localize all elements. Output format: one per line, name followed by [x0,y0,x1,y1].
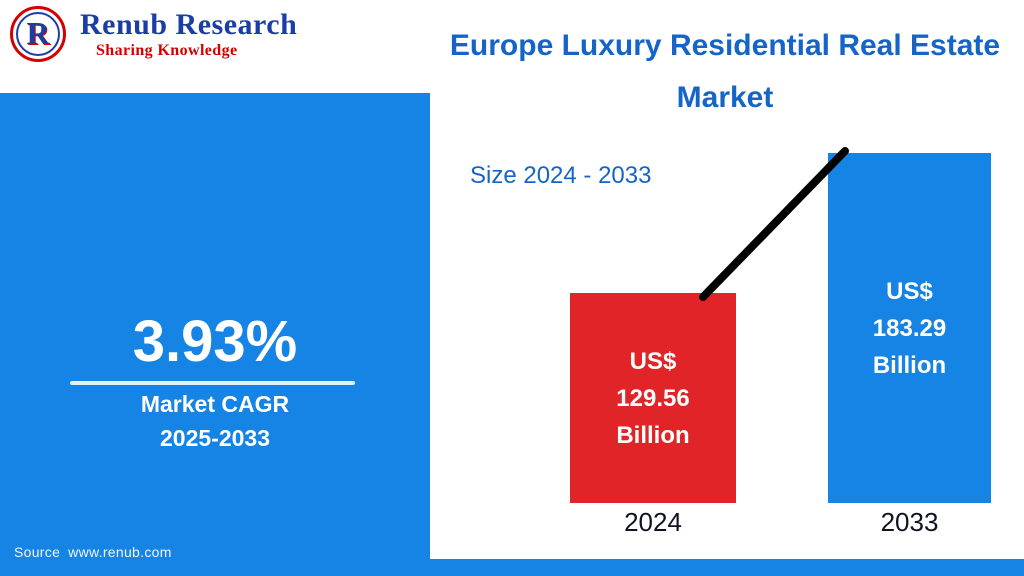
cagr-value: 3.93% [132,309,298,374]
brand-text: Renub Research Sharing Knowledge [80,6,297,60]
axis-label-2024: 2024 [624,507,682,537]
bar-2024-value-line: Billion [616,421,690,449]
cagr-panel: 3.93% Market CAGR 2025-2033 Source www.re… [0,93,430,576]
source-note: Source www.renub.com [14,544,172,560]
bar-2024: US$ 129.56 Billion [570,293,736,503]
cagr-label: Market CAGR [140,391,290,417]
bottom-strip [430,559,1024,576]
renub-logo-icon: R [10,6,66,62]
bar-2024-value-line: 129.56 [616,384,690,412]
bar-2033-value-line: Billion [872,351,947,379]
bar-2033-value-line: US$ [886,277,933,305]
divider [70,381,355,385]
axis-label-2033: 2033 [880,507,939,537]
source-label: Source [14,544,61,560]
chart-subtitle: Size 2024 - 2033 [470,162,652,189]
logo-letter: R [26,14,50,51]
bar-2024-value-line: US$ [629,347,677,375]
brand: R Renub Research Sharing Knowledge [10,6,297,62]
brand-tagline: Sharing Knowledge [96,42,238,59]
source-url: www.renub.com [68,544,172,560]
bar-2033: US$ 183.29 Billion [828,153,991,503]
bar-2033-value-line: 183.29 [872,314,947,342]
cagr-period: 2025-2033 [160,425,270,451]
page-title: Europe Luxury Residential Real Estate Ma… [449,29,1001,114]
brand-name: Renub Research [80,8,298,41]
